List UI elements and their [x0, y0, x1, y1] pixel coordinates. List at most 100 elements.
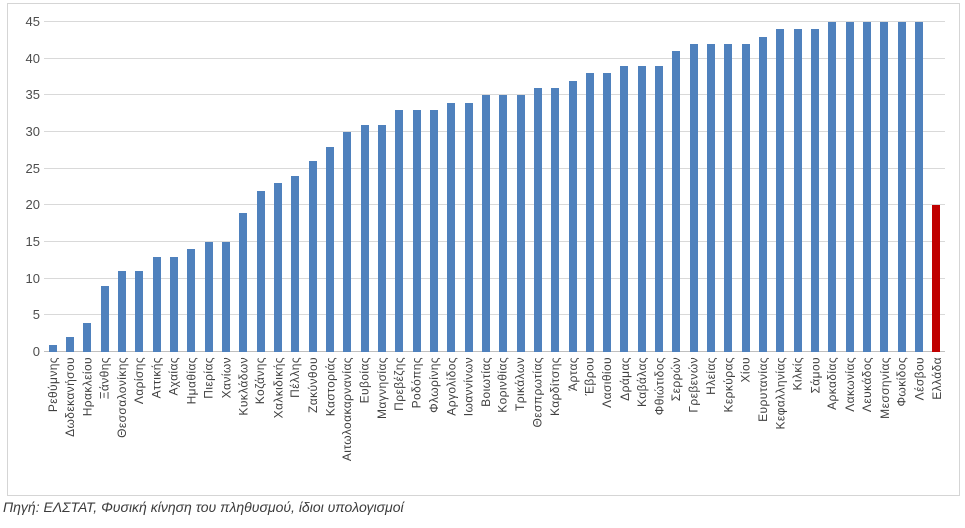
x-category-label: Καβάλας — [634, 357, 649, 407]
bar-slot — [702, 22, 719, 352]
bar-slot — [356, 22, 373, 352]
bars — [44, 22, 945, 352]
x-category-label: Φωκίδος — [894, 357, 909, 407]
x-category-label: Ρεθύμνης — [45, 357, 60, 413]
y-tick-label: 30 — [25, 124, 40, 139]
x-category-label: Δωδεκανήσου — [63, 357, 77, 437]
x-axis-line — [44, 351, 945, 352]
bar-slot — [460, 22, 477, 352]
bar — [239, 212, 248, 352]
y-tick-label: 5 — [32, 307, 40, 323]
bar-slot — [841, 22, 858, 352]
bar-slot — [113, 22, 130, 352]
bar-slot — [876, 22, 893, 352]
x-category-label: Θεσσαλονίκης — [114, 357, 129, 438]
bar-slot — [685, 22, 702, 352]
x-category-label: Ξάνθης — [97, 357, 112, 400]
bar — [343, 132, 352, 352]
bar — [325, 146, 334, 352]
bar — [256, 190, 265, 352]
bar-slot — [789, 22, 806, 352]
bar-slot — [79, 22, 96, 352]
bar — [65, 337, 74, 352]
bar — [204, 242, 213, 352]
x-category-label: Ελλάδα — [929, 357, 944, 400]
bar — [412, 110, 421, 352]
x-category-label: Χανίων — [218, 357, 233, 399]
x-category-label: Λέσβου — [912, 357, 927, 401]
bar-slot — [633, 22, 650, 352]
plot-area — [44, 21, 945, 352]
bar-slot — [373, 22, 390, 352]
x-category-label: Φθιώτιδος — [652, 357, 667, 416]
bar-slot — [495, 22, 512, 352]
bar — [741, 44, 750, 352]
bar-slot — [44, 22, 61, 352]
bar — [880, 22, 889, 352]
x-category-label: Γρεβενών — [686, 357, 701, 413]
bar-slot — [477, 22, 494, 352]
gridline — [44, 131, 945, 132]
source-note: Πηγή: ΕΛΣΤΑΤ, Φυσική κίνηση του πληθυσμο… — [3, 499, 404, 515]
x-category-label: Χαλκιδικής — [270, 357, 285, 419]
bar — [707, 44, 716, 352]
bar-slot — [910, 22, 927, 352]
gridline — [44, 167, 945, 169]
bar-slot — [720, 22, 737, 352]
bar-slot — [217, 22, 234, 352]
bar — [169, 256, 178, 352]
bar — [481, 95, 490, 352]
gridline — [44, 314, 945, 316]
x-category-label: Σάμου — [808, 357, 823, 394]
x-category-label: Φλωρίνης — [426, 357, 441, 413]
gridline — [44, 94, 945, 96]
y-tick-label: 0 — [32, 344, 40, 359]
bar-slot — [235, 22, 252, 352]
bar — [603, 73, 612, 352]
x-category-label: Πέλλης — [288, 357, 303, 398]
bar — [395, 110, 404, 352]
bar — [811, 29, 820, 352]
bar — [776, 29, 785, 352]
bar-slot — [547, 22, 564, 352]
bar — [291, 176, 300, 352]
bar — [724, 44, 733, 352]
bar — [48, 344, 57, 352]
gridline — [44, 241, 945, 242]
bar-slot — [650, 22, 667, 352]
bar-slot — [858, 22, 875, 352]
bar-slot — [529, 22, 546, 352]
x-category-label: Κεφαλληνίας — [773, 357, 788, 430]
x-category-label: Μαγνησίας — [374, 357, 389, 420]
bar-slot — [408, 22, 425, 352]
bar-chart: 0 5 10 15 20 25 30 35 40 45 Ρεθύμνης Δωδεκανήσου Ηρ… — [7, 3, 960, 496]
y-tick-label: 40 — [25, 50, 40, 66]
x-category-label: Καστοριάς — [322, 357, 337, 417]
bar-slot — [737, 22, 754, 352]
bar-slot — [512, 22, 529, 352]
bar — [187, 249, 196, 352]
x-category-label: Ιωαννίνων — [461, 357, 476, 417]
bar — [915, 22, 924, 352]
x-category-label: Κυκλάδων — [236, 357, 251, 416]
bar — [100, 286, 109, 352]
y-tick-label: 20 — [25, 197, 40, 213]
bar-slot — [165, 22, 182, 352]
bar-slot — [581, 22, 598, 352]
bar — [83, 322, 92, 352]
bar-slot — [893, 22, 910, 352]
bar-slot — [391, 22, 408, 352]
bar — [464, 102, 473, 352]
x-category-label: Αργολίδος — [444, 357, 459, 416]
bar-slot — [443, 22, 460, 352]
y-tick-label: 15 — [25, 234, 40, 249]
bar — [759, 36, 768, 352]
x-category-label: Λακωνίας — [842, 357, 857, 412]
x-category-label: Ζακύνθου — [305, 357, 320, 413]
x-category-label: Βοιωτίας — [478, 357, 493, 407]
bar-slot — [148, 22, 165, 352]
x-category-label: Λασιθίου — [600, 357, 615, 408]
x-category-label: Αχαίας — [166, 357, 181, 396]
bar — [551, 88, 560, 352]
x-category-label: Λευκάδος — [860, 357, 875, 413]
